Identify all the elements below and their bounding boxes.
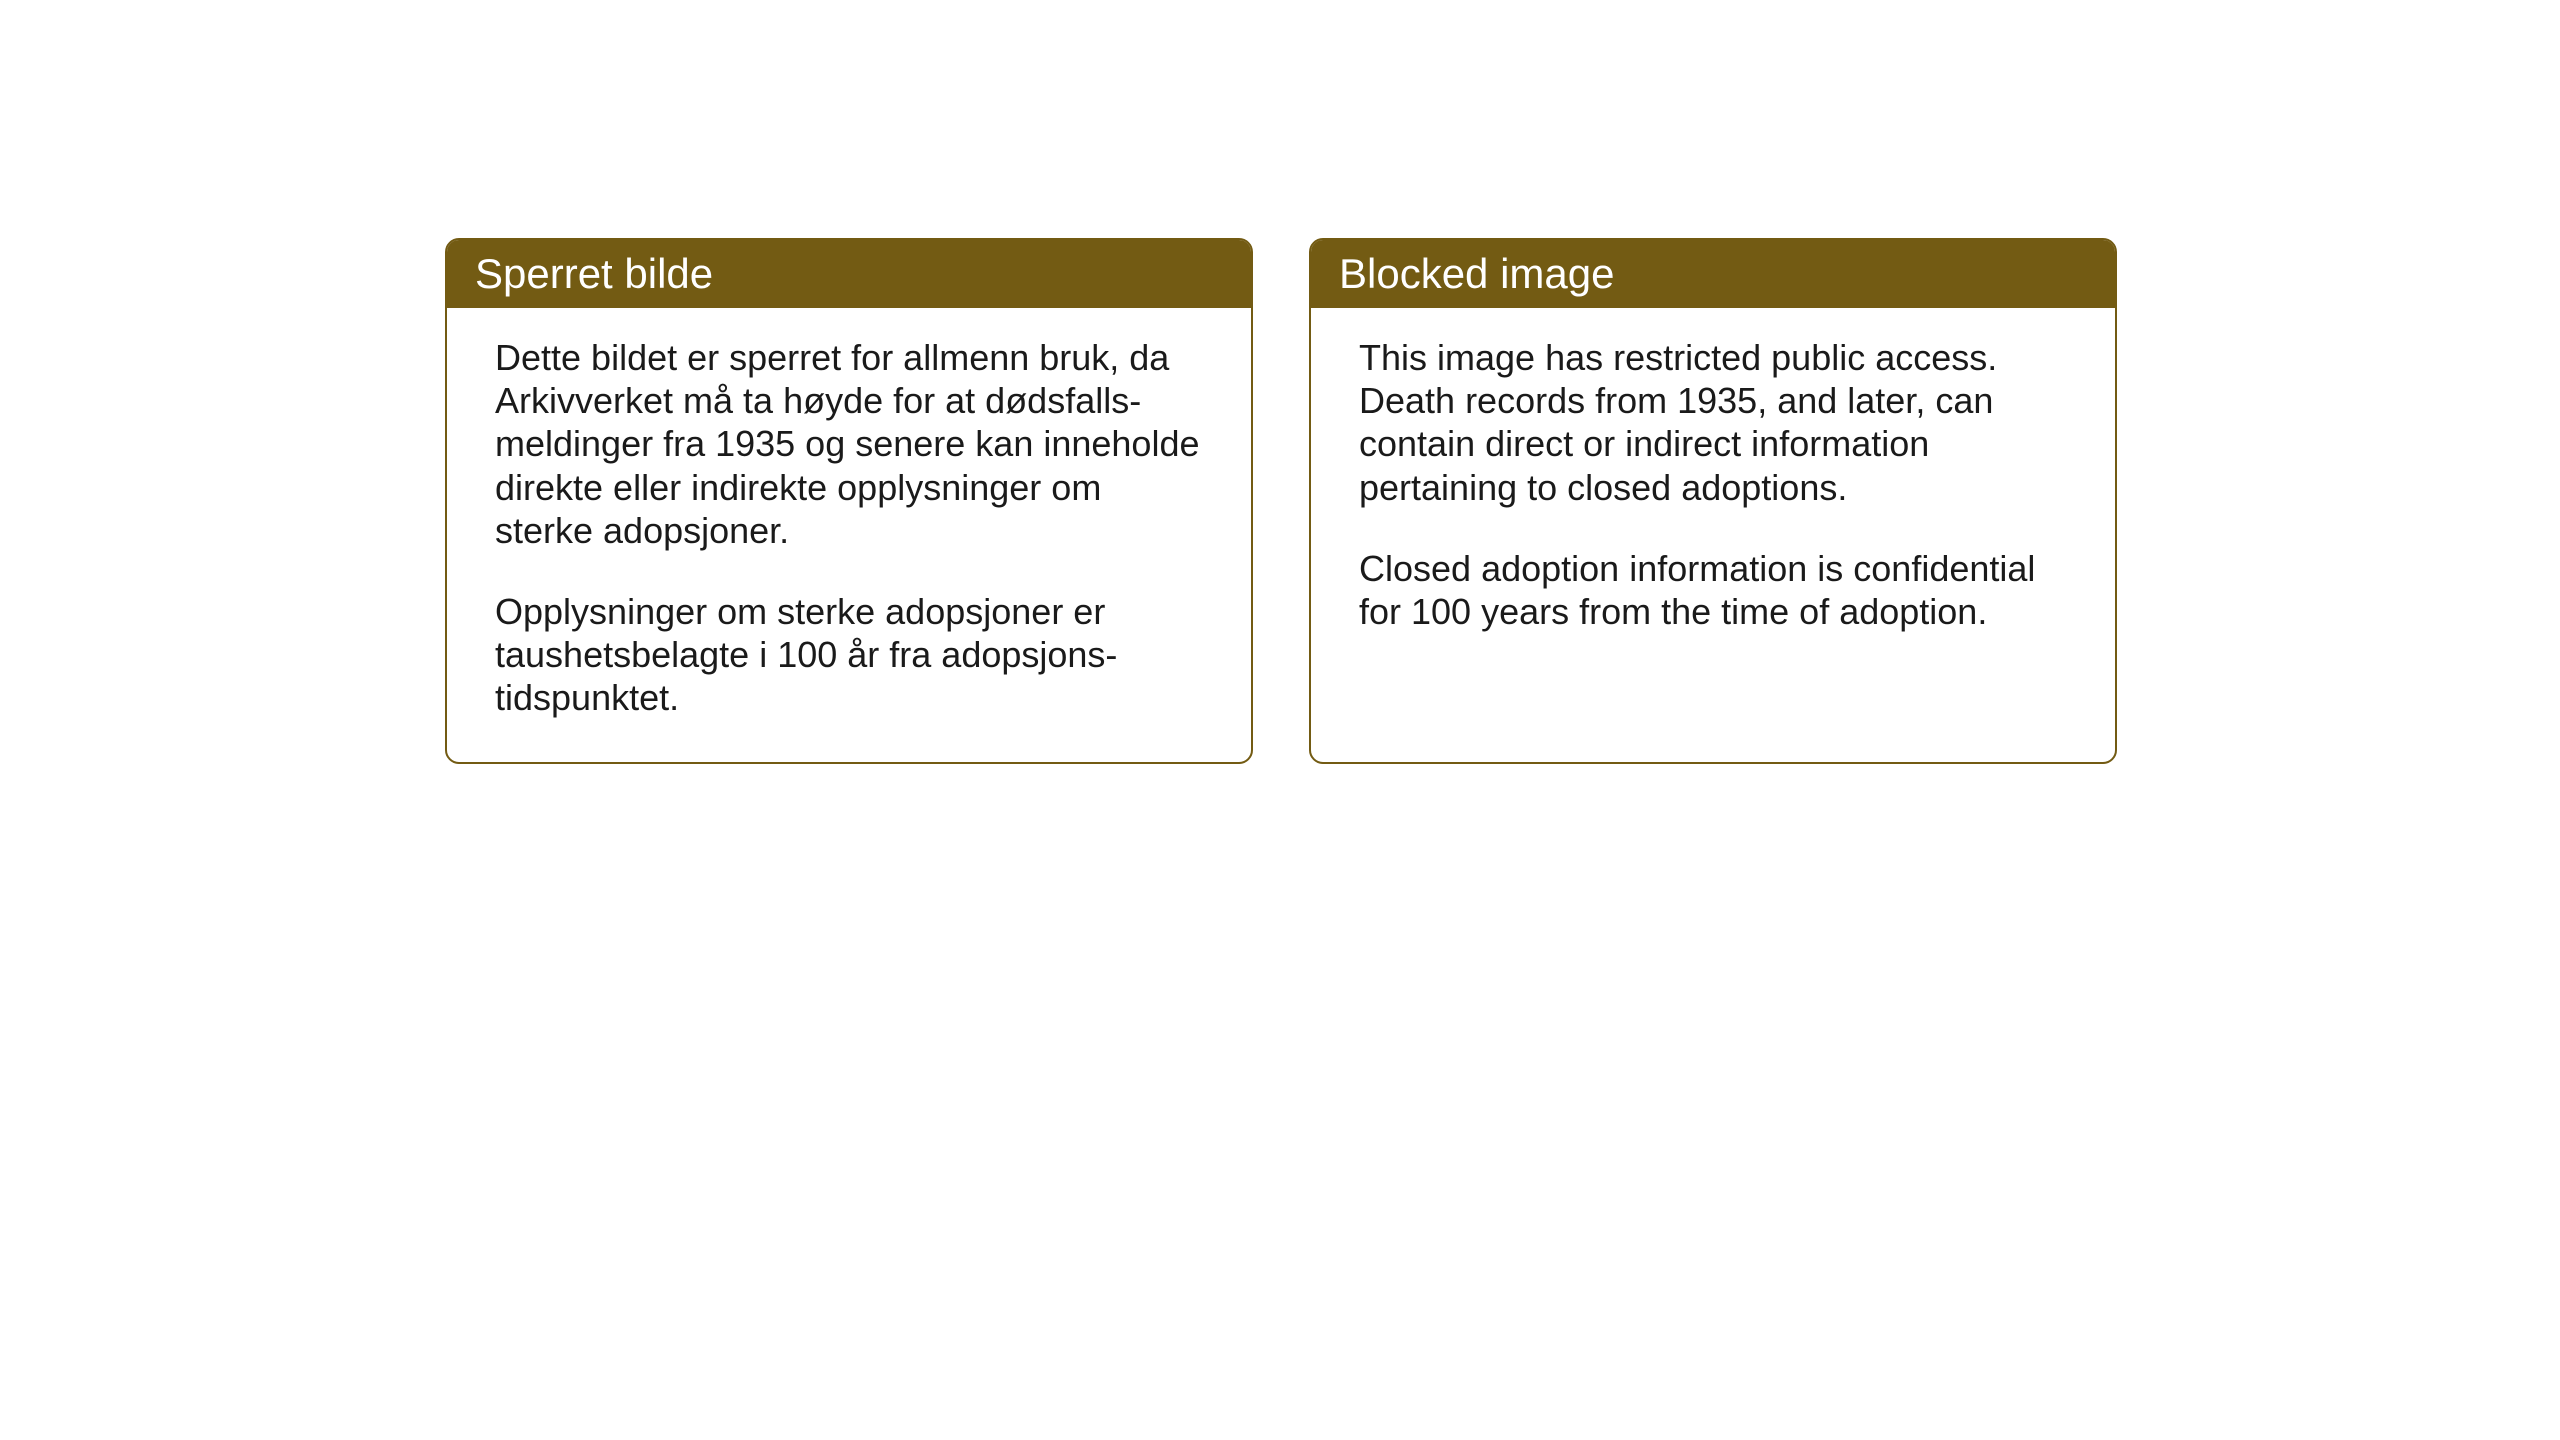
english-card-body: This image has restricted public access.… [1311,308,2115,756]
norwegian-card-title: Sperret bilde [447,240,1251,308]
english-paragraph-2: Closed adoption information is confident… [1359,547,2067,633]
english-paragraph-1: This image has restricted public access.… [1359,336,2067,509]
norwegian-paragraph-1: Dette bildet er sperret for allmenn bruk… [495,336,1203,552]
english-card-title: Blocked image [1311,240,2115,308]
norwegian-card: Sperret bilde Dette bildet er sperret fo… [445,238,1253,764]
english-card: Blocked image This image has restricted … [1309,238,2117,764]
norwegian-card-body: Dette bildet er sperret for allmenn bruk… [447,308,1251,762]
norwegian-paragraph-2: Opplysninger om sterke adopsjoner er tau… [495,590,1203,720]
cards-container: Sperret bilde Dette bildet er sperret fo… [445,238,2117,764]
